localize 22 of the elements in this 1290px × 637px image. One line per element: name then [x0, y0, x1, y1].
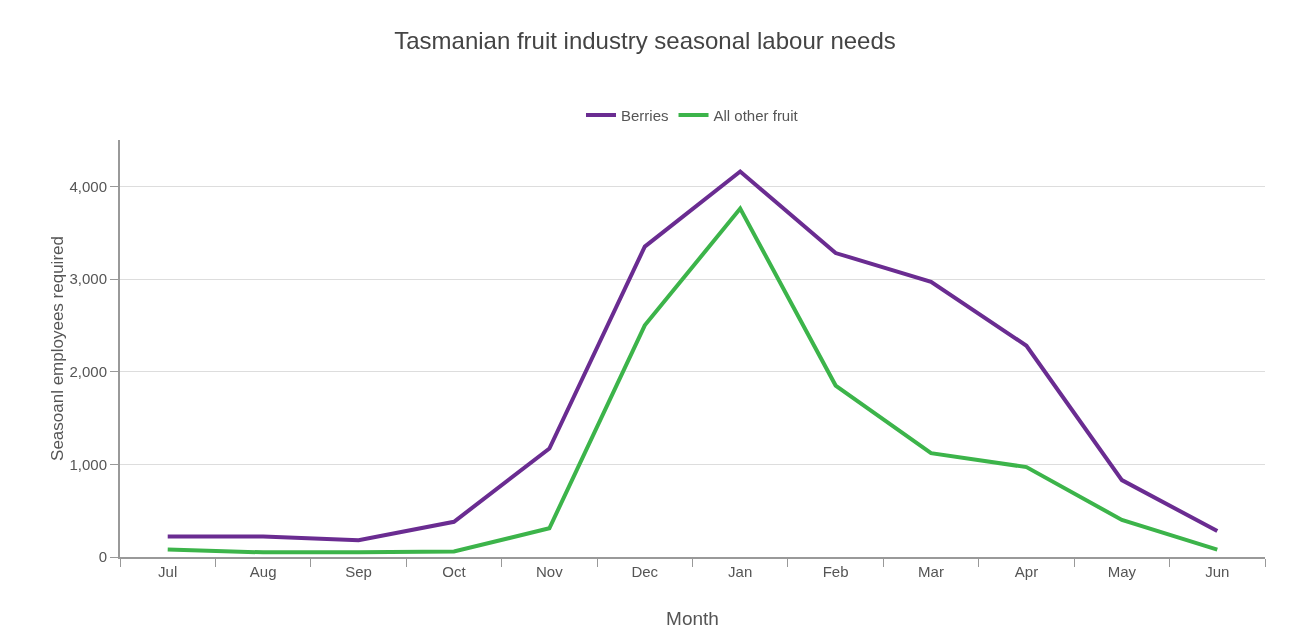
y-tick-label: 2,000 — [69, 362, 107, 380]
x-tick-label: Nov — [536, 563, 564, 580]
x-tick-label: May — [1107, 563, 1137, 580]
y-tick-label: 1,000 — [69, 455, 107, 473]
y-tick-label: 3,000 — [69, 270, 107, 288]
y-tick-label: 0 — [98, 548, 107, 566]
x-axis-title: Month — [666, 608, 719, 629]
x-tick-label: Dec — [631, 563, 659, 580]
y-tick-label: 4,000 — [69, 177, 107, 195]
legend-label: Berries — [621, 106, 669, 124]
x-tick-label: Jun — [1205, 563, 1230, 580]
x-tick-label: Apr — [1014, 563, 1039, 580]
x-tick-label: Oct — [442, 563, 467, 580]
x-tick-label: Aug — [249, 563, 277, 580]
legend-label: All other fruit — [713, 106, 799, 124]
x-tick-label: Sep — [345, 563, 372, 580]
y-axis-title: Seasoanl employees required — [48, 236, 68, 461]
x-tick-label: Jul — [158, 563, 178, 580]
x-tick-label: Feb — [822, 563, 849, 580]
chart-title: Tasmanian fruit industry seasonal labour needs — [394, 26, 896, 54]
x-tick-label: Jan — [728, 563, 753, 580]
x-tick-label: Mar — [918, 563, 944, 580]
